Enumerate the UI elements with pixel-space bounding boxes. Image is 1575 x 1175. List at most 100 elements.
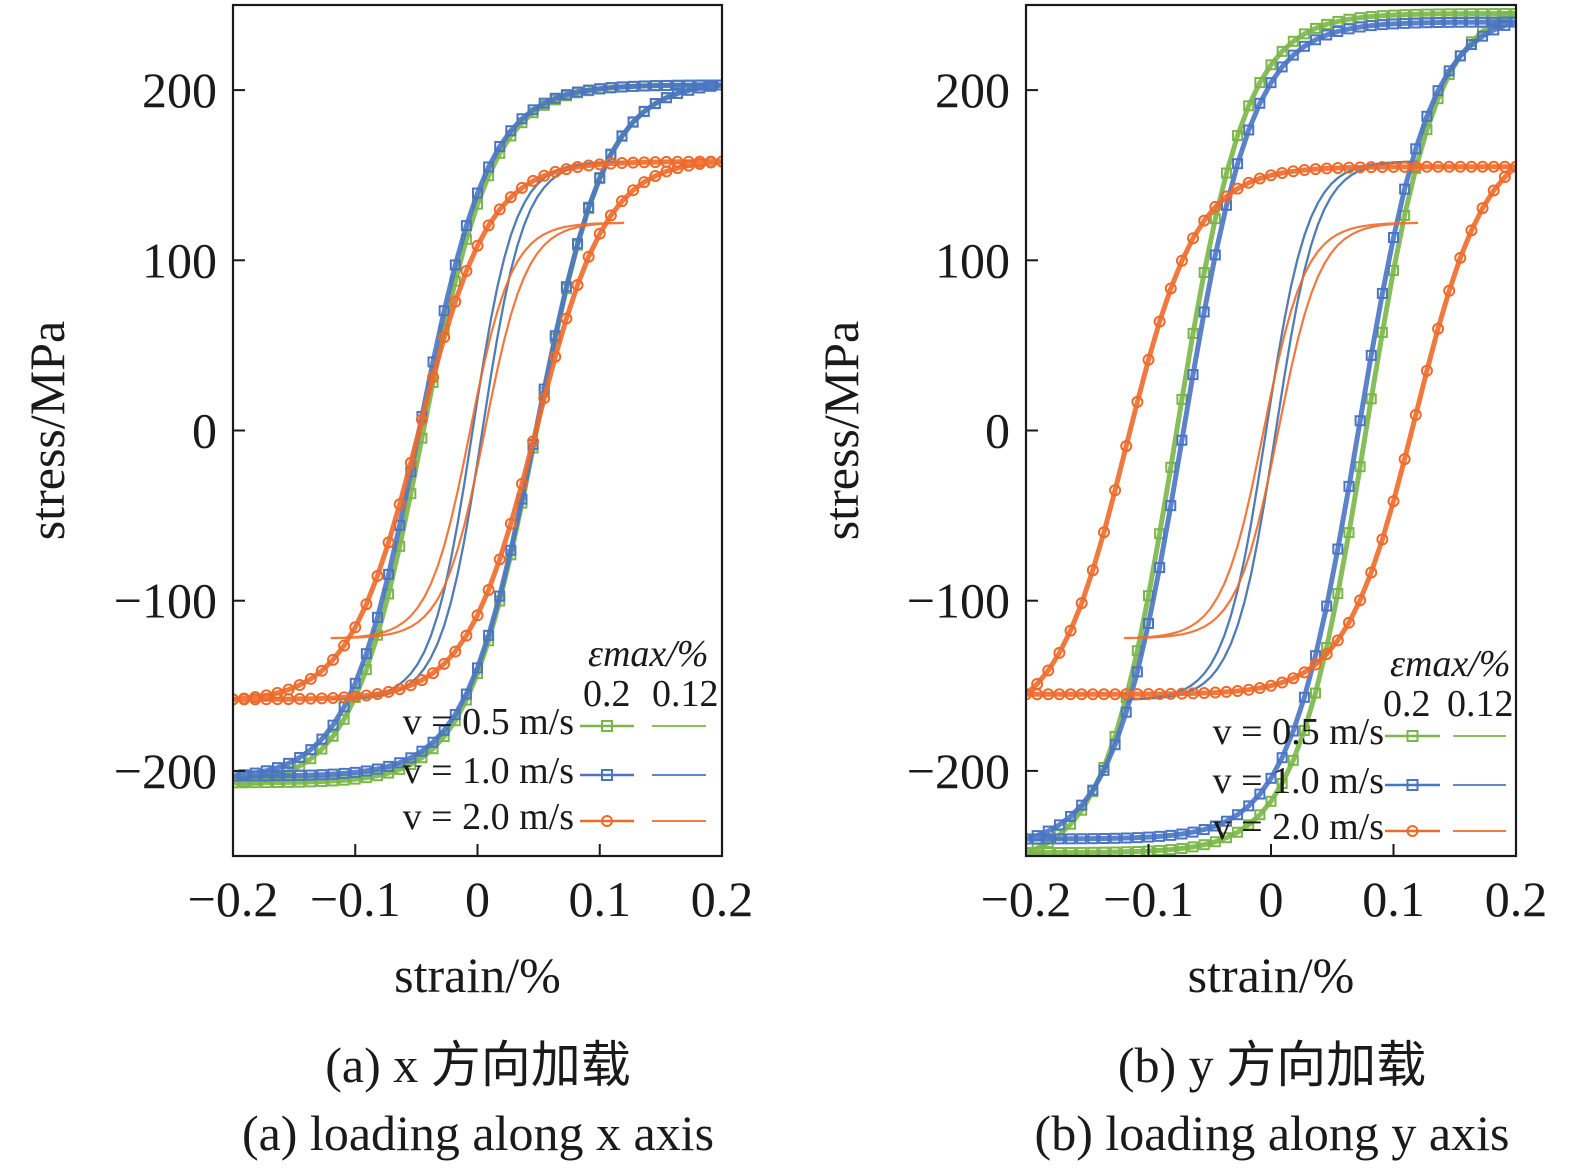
series-2-point-47 [693, 157, 706, 170]
series-2-point-27 [527, 174, 540, 187]
series-2-point-76 [371, 687, 384, 700]
series-2-point-56 [1387, 495, 1400, 508]
series-1-point-20 [1243, 124, 1255, 136]
series-1-point-48 [1477, 30, 1489, 42]
series-2-point-76 [1164, 687, 1177, 700]
series-2-point-14 [382, 536, 395, 549]
series-1-point-20 [449, 259, 461, 271]
series-1-point-59 [560, 281, 572, 293]
series-2-point-13 [371, 569, 384, 582]
series-1-point-7 [305, 744, 317, 756]
caption-a-en: (a) loading along x axis [108, 1108, 848, 1158]
legend-marker-1 [601, 769, 613, 781]
series-1-point-67 [472, 662, 483, 674]
series-1-point-73 [405, 752, 417, 764]
series-2-point-64 [1298, 666, 1311, 679]
series-2-loop-0-line [1026, 164, 1516, 697]
series-1-point-6 [294, 752, 306, 764]
y-tick-label-3: 100 [142, 232, 217, 288]
series-2-point-6 [293, 679, 306, 692]
series-1-point-67 [1265, 772, 1277, 784]
series-1-point-54 [616, 130, 628, 142]
series-2-point-87 [1042, 688, 1055, 701]
series-2-point-55 [604, 209, 617, 222]
series-2-point-31 [571, 161, 584, 174]
y-tick-label-1: −100 [907, 573, 1010, 629]
series-0-point-81 [1109, 846, 1121, 856]
series-0-point-84 [1076, 846, 1088, 856]
series-2-point-32 [1376, 161, 1389, 174]
y-tick-label-3: 100 [935, 232, 1010, 288]
series-2-point-14 [1175, 254, 1188, 267]
series-1-point-79 [338, 767, 350, 779]
series-2-point-46 [704, 156, 717, 169]
series-0-point-74 [1187, 841, 1199, 853]
series-2-point-70 [1231, 684, 1244, 697]
series-1-point-84 [283, 770, 295, 782]
series-2-point-36 [627, 156, 640, 169]
legend-column-0: 0.2 [1383, 683, 1431, 725]
legend-marker-2 [1406, 825, 1419, 837]
series-1-point-84 [1076, 833, 1088, 845]
series-0-point-75 [1176, 842, 1188, 854]
legend-marker-0 [601, 720, 613, 732]
series-1-point-49 [1465, 39, 1477, 51]
series-2-point-32 [582, 159, 595, 172]
series-1-point-19 [438, 305, 450, 317]
series-2-point-79 [338, 691, 351, 704]
series-2-point-70 [438, 657, 451, 670]
series-1-point-71 [427, 736, 439, 748]
series-2-point-34 [1398, 160, 1411, 173]
series-1-point-56 [594, 172, 606, 184]
series-2-point-12 [360, 598, 373, 611]
series-2-point-34 [604, 157, 617, 170]
series-2-point-64 [504, 517, 517, 530]
series-1-point-9 [1120, 706, 1132, 718]
series-1-point-78 [349, 766, 361, 778]
series-1-point-33 [594, 83, 606, 95]
series-1-point-8 [316, 733, 328, 745]
series-2-point-67 [1265, 679, 1277, 692]
series-1-point-34 [1399, 17, 1411, 29]
series-1-point-46 [1499, 19, 1511, 31]
series-1-point-80 [327, 768, 339, 780]
series-1-point-23 [1276, 61, 1288, 73]
series-1-point-23 [483, 161, 495, 173]
series-1-point-56 [1388, 231, 1399, 243]
series-1-point-68 [460, 688, 472, 700]
series-2-point-3 [1053, 646, 1066, 659]
series-2-point-45 [716, 155, 722, 168]
series-1-point-65 [494, 590, 506, 602]
series-2-point-7 [1097, 526, 1110, 539]
series-1-point-52 [1432, 85, 1444, 97]
series-0-point-17 [1209, 213, 1221, 225]
series-1-point-11 [349, 677, 361, 689]
series-0-point-83 [1087, 846, 1099, 856]
caption-b-en-text: (b) loading along y axis [1034, 1105, 1510, 1161]
series-2-point-50 [1454, 251, 1467, 264]
series-2-point-62 [1320, 648, 1333, 661]
legend: εmax/%0.2 0.12 v = 0.5 m/s v = 1.0 m/sv = 2… [403, 633, 719, 838]
series-1-point-86 [260, 770, 272, 782]
series-1-point-59 [1354, 415, 1366, 427]
series-2-point-67 [471, 609, 484, 622]
series-1-point-24 [1287, 49, 1299, 61]
y-tick-label-0: −200 [907, 743, 1010, 799]
series-1-point-88 [1031, 833, 1043, 845]
series-2-point-68 [1253, 682, 1266, 695]
series-1-point-36 [1421, 17, 1433, 29]
legend-marker-1 [1406, 779, 1419, 791]
series-2-point-45 [1510, 160, 1516, 173]
series-1-point-87 [249, 770, 261, 782]
series-0-point-89 [233, 777, 239, 789]
series-0-point-85 [1065, 846, 1077, 856]
series-2-loop-0-markers [1026, 160, 1516, 701]
legend-label-0: v = 0.5 m/s [403, 701, 574, 743]
series-1-point-53 [1421, 110, 1433, 122]
series-0-point-63 [1310, 687, 1322, 699]
series-1-point-42 [1488, 16, 1500, 28]
series-2-point-33 [593, 158, 606, 171]
legend-marker-2 [601, 815, 613, 827]
series-0-point-23 [1276, 45, 1288, 57]
series-2-point-82 [304, 692, 317, 705]
